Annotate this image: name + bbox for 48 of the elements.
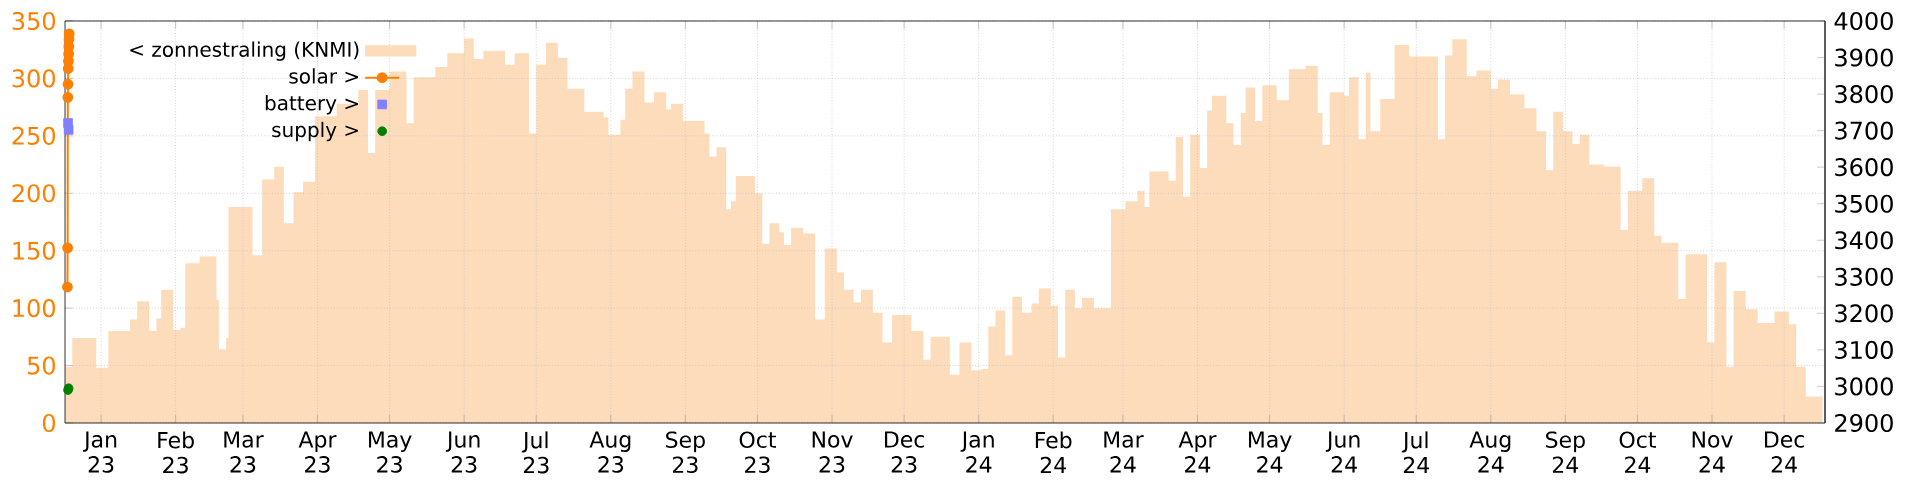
- y2-tick-label: 2900: [1835, 413, 1893, 433]
- x-tick-label: Mar 23: [224, 431, 264, 473]
- y2-tick-label: 4000: [1834, 11, 1893, 31]
- y-tick-label: 300: [12, 69, 56, 88]
- y2-tick-label: 3700: [1835, 121, 1893, 140]
- y2-tick-label: 3900: [1835, 48, 1893, 67]
- legend-label: supply >: [272, 121, 359, 142]
- x-tick-label: Sep 23: [666, 431, 705, 474]
- legend-label: battery >: [265, 95, 359, 115]
- y-tick-label: 200: [12, 184, 56, 203]
- x-tick-label: Sep 24: [1546, 431, 1585, 473]
- x-tick-label: Jul 24: [1401, 431, 1430, 474]
- y-tick-label: 350: [12, 11, 56, 31]
- y-tick-label: 150: [13, 241, 56, 260]
- x-tick-label: Feb 23: [158, 431, 194, 474]
- x-tick-label: Nov 24: [1692, 431, 1733, 473]
- y2-tick-label: 3600: [1835, 158, 1893, 177]
- y2-tick-label: 3500: [1835, 194, 1893, 213]
- y-tick-label: 0: [42, 413, 56, 433]
- x-tick-label: Apr 24: [1178, 431, 1217, 473]
- x-tick-label: Feb 24: [1035, 431, 1072, 474]
- x-tick-label: Dec 24: [1765, 431, 1805, 473]
- x-tick-label: Jan 24: [960, 431, 994, 473]
- legend-label: solar >: [289, 68, 359, 84]
- y2-tick-label: 3300: [1835, 267, 1893, 286]
- x-tick-label: Apr 23: [298, 431, 337, 473]
- x-tick-label: Aug 23: [589, 431, 631, 473]
- y2-tick-label: 3800: [1835, 85, 1893, 104]
- x-tick-label: Jun 24: [1325, 431, 1360, 473]
- y2-tick-label: 3200: [1835, 304, 1893, 323]
- y-tick-label: 100: [13, 299, 56, 318]
- x-tick-label: Mar 24: [1104, 431, 1144, 473]
- y-tick-label: 250: [12, 126, 56, 145]
- y2-tick-label: 3400: [1835, 231, 1893, 250]
- x-tick-label: Oct 24: [1619, 431, 1656, 473]
- x-tick-label: Jan 23: [83, 431, 117, 473]
- y2-tick-label: 3000: [1835, 377, 1893, 396]
- x-tick-label: Dec 23: [885, 431, 925, 473]
- x-tick-label: Oct 23: [739, 431, 776, 474]
- x-tick-label: Aug 24: [1469, 431, 1511, 473]
- x-tick-label: May 24: [1249, 431, 1292, 473]
- x-tick-label: Jul 23: [521, 431, 549, 474]
- x-tick-label: Nov 23: [812, 431, 853, 473]
- y2-tick-label: 3100: [1835, 340, 1893, 359]
- x-tick-label: May 23: [369, 431, 412, 473]
- y-tick-label: 50: [27, 356, 56, 375]
- legend-label: < zonnestraling (KNMI): [130, 41, 359, 61]
- x-tick-label: Jun 23: [445, 431, 480, 473]
